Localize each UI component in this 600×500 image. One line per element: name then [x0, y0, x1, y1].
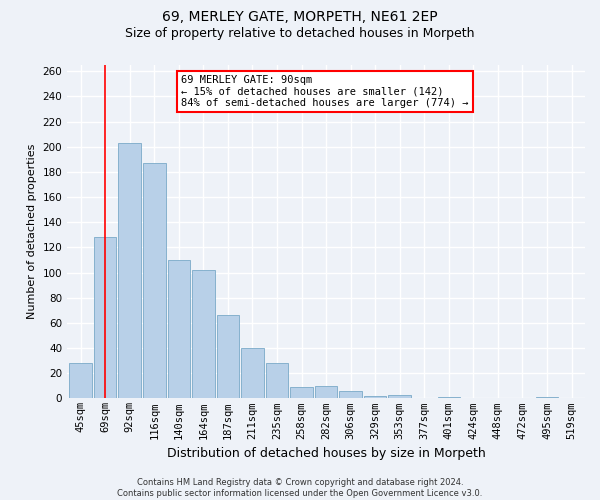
Text: Size of property relative to detached houses in Morpeth: Size of property relative to detached ho… [125, 28, 475, 40]
X-axis label: Distribution of detached houses by size in Morpeth: Distribution of detached houses by size … [167, 447, 485, 460]
Bar [290, 387, 313, 398]
Bar [340, 391, 362, 398]
Bar [143, 163, 166, 398]
Bar [118, 143, 141, 399]
Bar [241, 348, 264, 399]
Bar [437, 397, 460, 398]
Text: Contains HM Land Registry data © Crown copyright and database right 2024.
Contai: Contains HM Land Registry data © Crown c… [118, 478, 482, 498]
Bar [94, 238, 116, 398]
Bar [388, 394, 411, 398]
Bar [167, 260, 190, 398]
Bar [315, 386, 337, 398]
Bar [536, 397, 558, 398]
Bar [266, 363, 288, 398]
Text: 69 MERLEY GATE: 90sqm
← 15% of detached houses are smaller (142)
84% of semi-det: 69 MERLEY GATE: 90sqm ← 15% of detached … [181, 75, 469, 108]
Bar [364, 396, 386, 398]
Bar [192, 270, 215, 398]
Bar [70, 363, 92, 398]
Text: 69, MERLEY GATE, MORPETH, NE61 2EP: 69, MERLEY GATE, MORPETH, NE61 2EP [162, 10, 438, 24]
Bar [217, 316, 239, 398]
Y-axis label: Number of detached properties: Number of detached properties [27, 144, 37, 320]
